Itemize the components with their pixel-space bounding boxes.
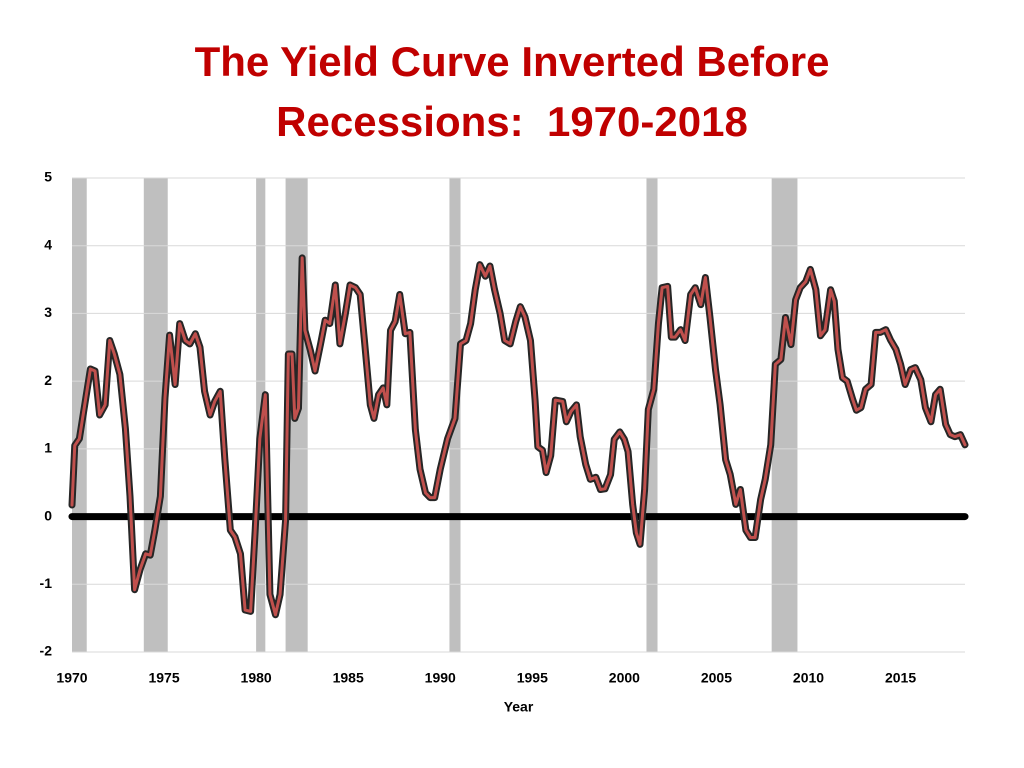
chart-title: The Yield Curve Inverted Before Recessio… — [194, 38, 842, 145]
y-tick-label: -2 — [40, 643, 53, 659]
y-tick-label: 3 — [44, 304, 52, 320]
y-tick-label: 5 — [44, 169, 52, 185]
line — [70, 256, 967, 617]
y-tick-label: -1 — [40, 575, 53, 591]
x-tick-label: 2005 — [701, 670, 732, 686]
recession-band — [143, 178, 168, 652]
x-tick-label: 1985 — [333, 670, 364, 686]
x-tick-label: 2000 — [609, 670, 640, 686]
recession-band — [646, 178, 658, 652]
x-tick-label: 1975 — [148, 670, 179, 686]
x-tick-label: 1980 — [241, 670, 272, 686]
x-axis-label: Year — [504, 699, 534, 715]
x-tick-label: 1970 — [56, 670, 87, 686]
recession-band — [771, 178, 798, 652]
y-tick-label: 2 — [44, 372, 52, 388]
y-tick-label: 4 — [44, 236, 52, 252]
y-tick-label: 0 — [44, 507, 52, 523]
x-tick-label: 2010 — [793, 670, 824, 686]
y-tick-label: 1 — [44, 440, 52, 456]
x-tick-label: 2015 — [885, 670, 916, 686]
x-tick-label: 1990 — [425, 670, 456, 686]
recession-band — [72, 178, 87, 652]
x-tick-label: 1995 — [517, 670, 548, 686]
